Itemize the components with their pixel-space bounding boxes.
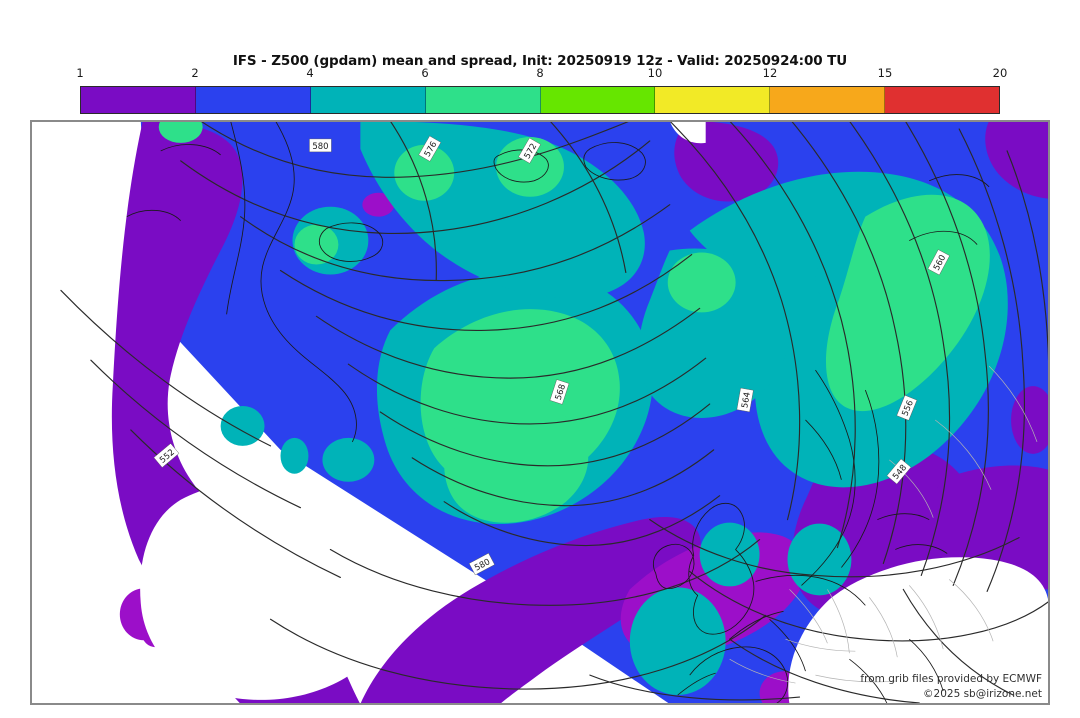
colorbar-tick-0: 1 — [76, 66, 84, 80]
fill-below-threshold-north — [669, 121, 706, 144]
colorbar-segment-2-4 — [195, 87, 311, 113]
colorbar-tick-labels: 1 2 4 6 8 10 12 15 20 — [76, 66, 1007, 84]
colorbar-segment-6-8 — [425, 87, 541, 113]
colorbar-segment-8-10 — [540, 87, 656, 113]
fill-band-4-6-biscay — [629, 587, 726, 696]
fill-band-6-8-ne-streak — [825, 194, 990, 412]
colorbar-tick-3: 6 — [421, 66, 429, 80]
fill-band-1-2-se-dot — [1011, 386, 1049, 454]
fill-band-6-8-dot-e — [158, 121, 203, 143]
fill-band-4-6-dot-c — [280, 437, 309, 474]
colorbar-tick-4: 8 — [536, 66, 544, 80]
colorbar-segment-1-2 — [81, 87, 196, 113]
map-canvas: 580 576 572 568 580 — [31, 121, 1049, 704]
fill-band-6-8-dot-a — [394, 144, 455, 201]
map-frame — [31, 121, 1049, 704]
border-layer — [729, 365, 1038, 684]
page-title: IFS - Z500 (gpdam) mean and spread, Init… — [232, 53, 848, 69]
fill-band-6-8-sw-lobe — [444, 403, 589, 523]
spread-fill-layer — [111, 121, 1049, 704]
colorbar-tick-7: 15 — [877, 66, 893, 80]
colorbar-tick-5: 10 — [647, 66, 663, 80]
fill-band-6-8-dot-c — [294, 224, 339, 265]
map-panel[interactable]: 580 576 572 568 580 — [30, 120, 1050, 705]
fill-band-4-6-denmark — [699, 522, 760, 587]
fill-below-threshold-atlantic — [140, 478, 403, 700]
fill-band-4-6-dot-b — [220, 406, 265, 446]
fill-band-1-2-southcentral — [360, 516, 701, 704]
colorbar-segment-12-15 — [770, 87, 886, 113]
contour-label: 580 — [312, 141, 328, 151]
fill-band-1-2-nw-dot — [362, 192, 395, 217]
colorbar-segments — [80, 86, 1000, 114]
fill-band-4-6-dot-d — [322, 437, 375, 482]
contour-label: 568 — [553, 383, 568, 401]
fill-band-4-6-nsea — [787, 523, 852, 596]
colorbar — [80, 86, 1000, 114]
colorbar-segment-10-12 — [655, 87, 771, 113]
colorbar-tick-2: 4 — [306, 66, 314, 80]
contour-layer — [60, 121, 1049, 704]
colorbar-segment-15-20 — [885, 87, 999, 113]
colorbar-segment-4-6 — [310, 87, 426, 113]
fill-band-6-8-dot-d — [667, 252, 736, 313]
colorbar-tick-6: 12 — [762, 66, 778, 80]
fill-band-1-2-northeast — [985, 121, 1049, 199]
contour-label-layer: 580 576 572 568 580 — [153, 135, 950, 576]
coastline-layer — [126, 121, 990, 704]
colorbar-tick-8: 20 — [992, 66, 1008, 80]
contour-label: 564 — [739, 391, 752, 409]
colorbar-tick-1: 2 — [191, 66, 199, 80]
